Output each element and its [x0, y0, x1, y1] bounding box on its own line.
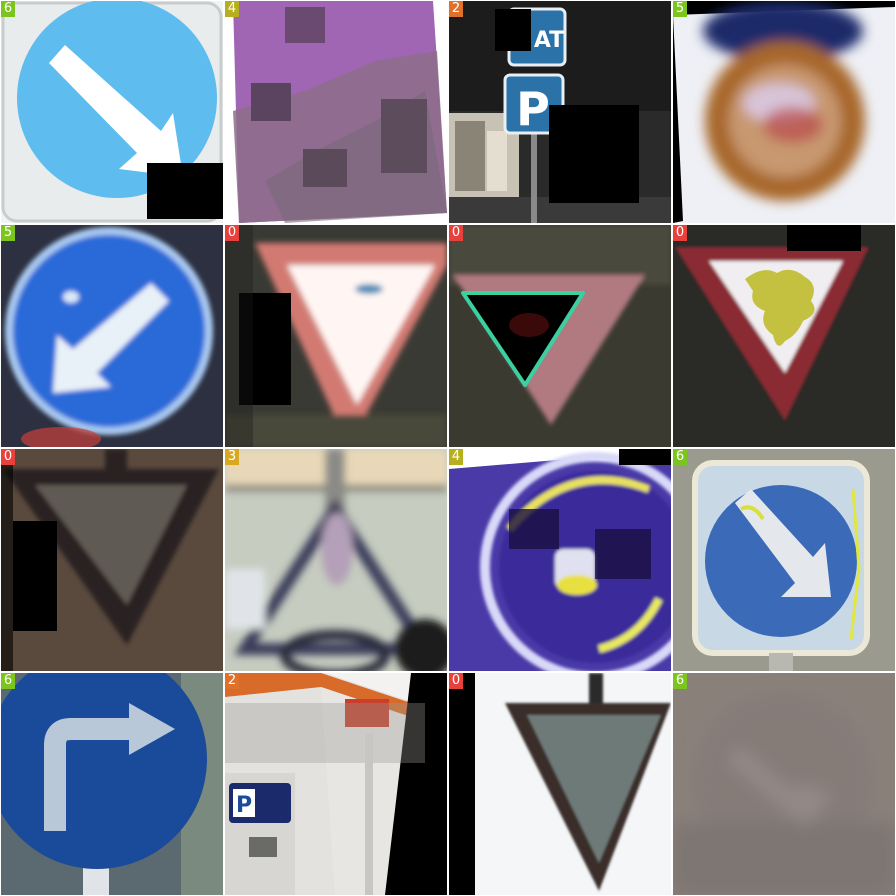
sign-tile-yield-dark: 0 — [449, 225, 671, 447]
sign-tile-keep-left: 5 — [1, 225, 223, 447]
building-parking-image: P — [225, 673, 447, 895]
class-label-badge: 2 — [449, 1, 463, 17]
parking-letter-building: P — [236, 793, 252, 818]
yield-pink-sign-image — [225, 225, 447, 447]
sign-tile-building-parking: P 2 — [225, 673, 447, 895]
sign-tile-purple-rotated: 4 — [225, 1, 447, 223]
class-label-badge: 6 — [673, 449, 687, 465]
yield-brown-sign-image — [1, 449, 223, 671]
purple-rotated-image — [225, 1, 447, 223]
sign-tile-purple-circle: 4 — [449, 449, 671, 671]
class-label-badge: 6 — [1, 1, 15, 17]
class-label-badge: 4 — [225, 1, 239, 17]
sign-tile-yield-white: 0 — [449, 673, 671, 895]
sign-tile-keep-right: 6 — [1, 1, 223, 223]
sign-tile-faint: 6 — [673, 673, 895, 895]
sign-tile-parking-street: AT P 2 — [449, 1, 671, 223]
class-label-badge: 0 — [449, 225, 463, 241]
sign-tile-warning-blurry: 3 — [225, 449, 447, 671]
turn-right-sign-image — [1, 673, 223, 895]
class-label-badge: 4 — [449, 449, 463, 465]
class-label-badge: 0 — [673, 225, 687, 241]
sign-tile-yield-yellow: 0 — [673, 225, 895, 447]
warning-blurry-sign-image — [225, 449, 447, 671]
faint-sign-image — [673, 673, 895, 895]
sign-tile-yield-pink: 0 — [225, 225, 447, 447]
blurry-round-sign-image — [673, 1, 895, 223]
class-label-badge: 2 — [225, 673, 239, 689]
yield-white-sign-image — [449, 673, 671, 895]
keep-right-framed-sign-image — [673, 449, 895, 671]
sign-tile-yield-brown: 0 — [1, 449, 223, 671]
keep-right-sign-image — [1, 1, 223, 223]
keep-left-sign-image — [1, 225, 223, 447]
class-label-badge: 5 — [1, 225, 15, 241]
sign-tile-turn-right: 6 — [1, 673, 223, 895]
purple-circle-sign-image — [449, 449, 671, 671]
class-label-badge: 5 — [673, 1, 687, 17]
class-label-badge: 0 — [1, 449, 15, 465]
sign-top-text: AT — [534, 28, 564, 53]
parking-street-image: AT P — [449, 1, 671, 223]
class-label-badge: 6 — [1, 673, 15, 689]
parking-letter: P — [516, 82, 550, 136]
yield-yellow-sign-image — [673, 225, 895, 447]
sign-tile-keep-right-framed: 6 — [673, 449, 895, 671]
class-label-badge: 0 — [225, 225, 239, 241]
class-label-badge: 6 — [673, 673, 687, 689]
class-label-badge: 0 — [449, 673, 463, 689]
sign-tile-blurry-round: 5 — [673, 1, 895, 223]
yield-dark-sign-image — [449, 225, 671, 447]
class-label-badge: 3 — [225, 449, 239, 465]
